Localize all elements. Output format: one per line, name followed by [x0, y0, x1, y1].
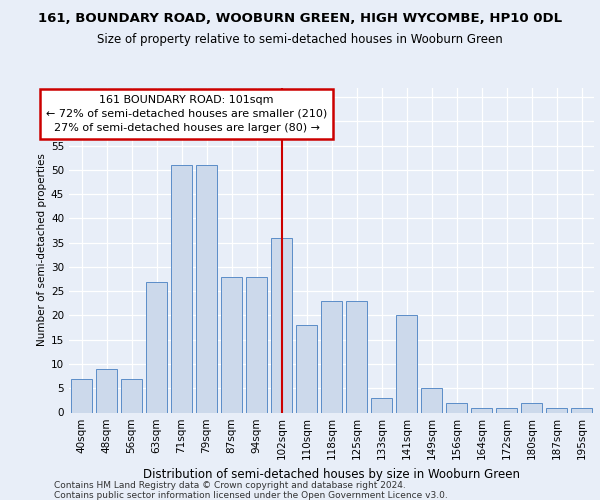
- Bar: [471, 408, 492, 412]
- Text: Contains HM Land Registry data © Crown copyright and database right 2024.: Contains HM Land Registry data © Crown c…: [54, 481, 406, 490]
- Bar: [346, 301, 367, 412]
- X-axis label: Distribution of semi-detached houses by size in Wooburn Green: Distribution of semi-detached houses by …: [143, 468, 520, 481]
- Bar: [321, 301, 342, 412]
- Text: Size of property relative to semi-detached houses in Wooburn Green: Size of property relative to semi-detach…: [97, 32, 503, 46]
- Bar: [196, 165, 217, 412]
- Text: 161, BOUNDARY ROAD, WOOBURN GREEN, HIGH WYCOMBE, HP10 0DL: 161, BOUNDARY ROAD, WOOBURN GREEN, HIGH …: [38, 12, 562, 26]
- Text: Contains public sector information licensed under the Open Government Licence v3: Contains public sector information licen…: [54, 491, 448, 500]
- Bar: [121, 378, 142, 412]
- Bar: [446, 403, 467, 412]
- Y-axis label: Number of semi-detached properties: Number of semi-detached properties: [37, 154, 47, 346]
- Bar: [396, 316, 417, 412]
- Bar: [221, 276, 242, 412]
- Bar: [246, 276, 267, 412]
- Bar: [521, 403, 542, 412]
- Bar: [296, 325, 317, 412]
- Bar: [146, 282, 167, 412]
- Bar: [71, 378, 92, 412]
- Bar: [546, 408, 567, 412]
- Bar: [421, 388, 442, 412]
- Bar: [496, 408, 517, 412]
- Bar: [271, 238, 292, 412]
- Bar: [171, 165, 192, 412]
- Text: 161 BOUNDARY ROAD: 101sqm
← 72% of semi-detached houses are smaller (210)
27% of: 161 BOUNDARY ROAD: 101sqm ← 72% of semi-…: [46, 95, 327, 133]
- Bar: [96, 369, 117, 412]
- Bar: [571, 408, 592, 412]
- Bar: [371, 398, 392, 412]
